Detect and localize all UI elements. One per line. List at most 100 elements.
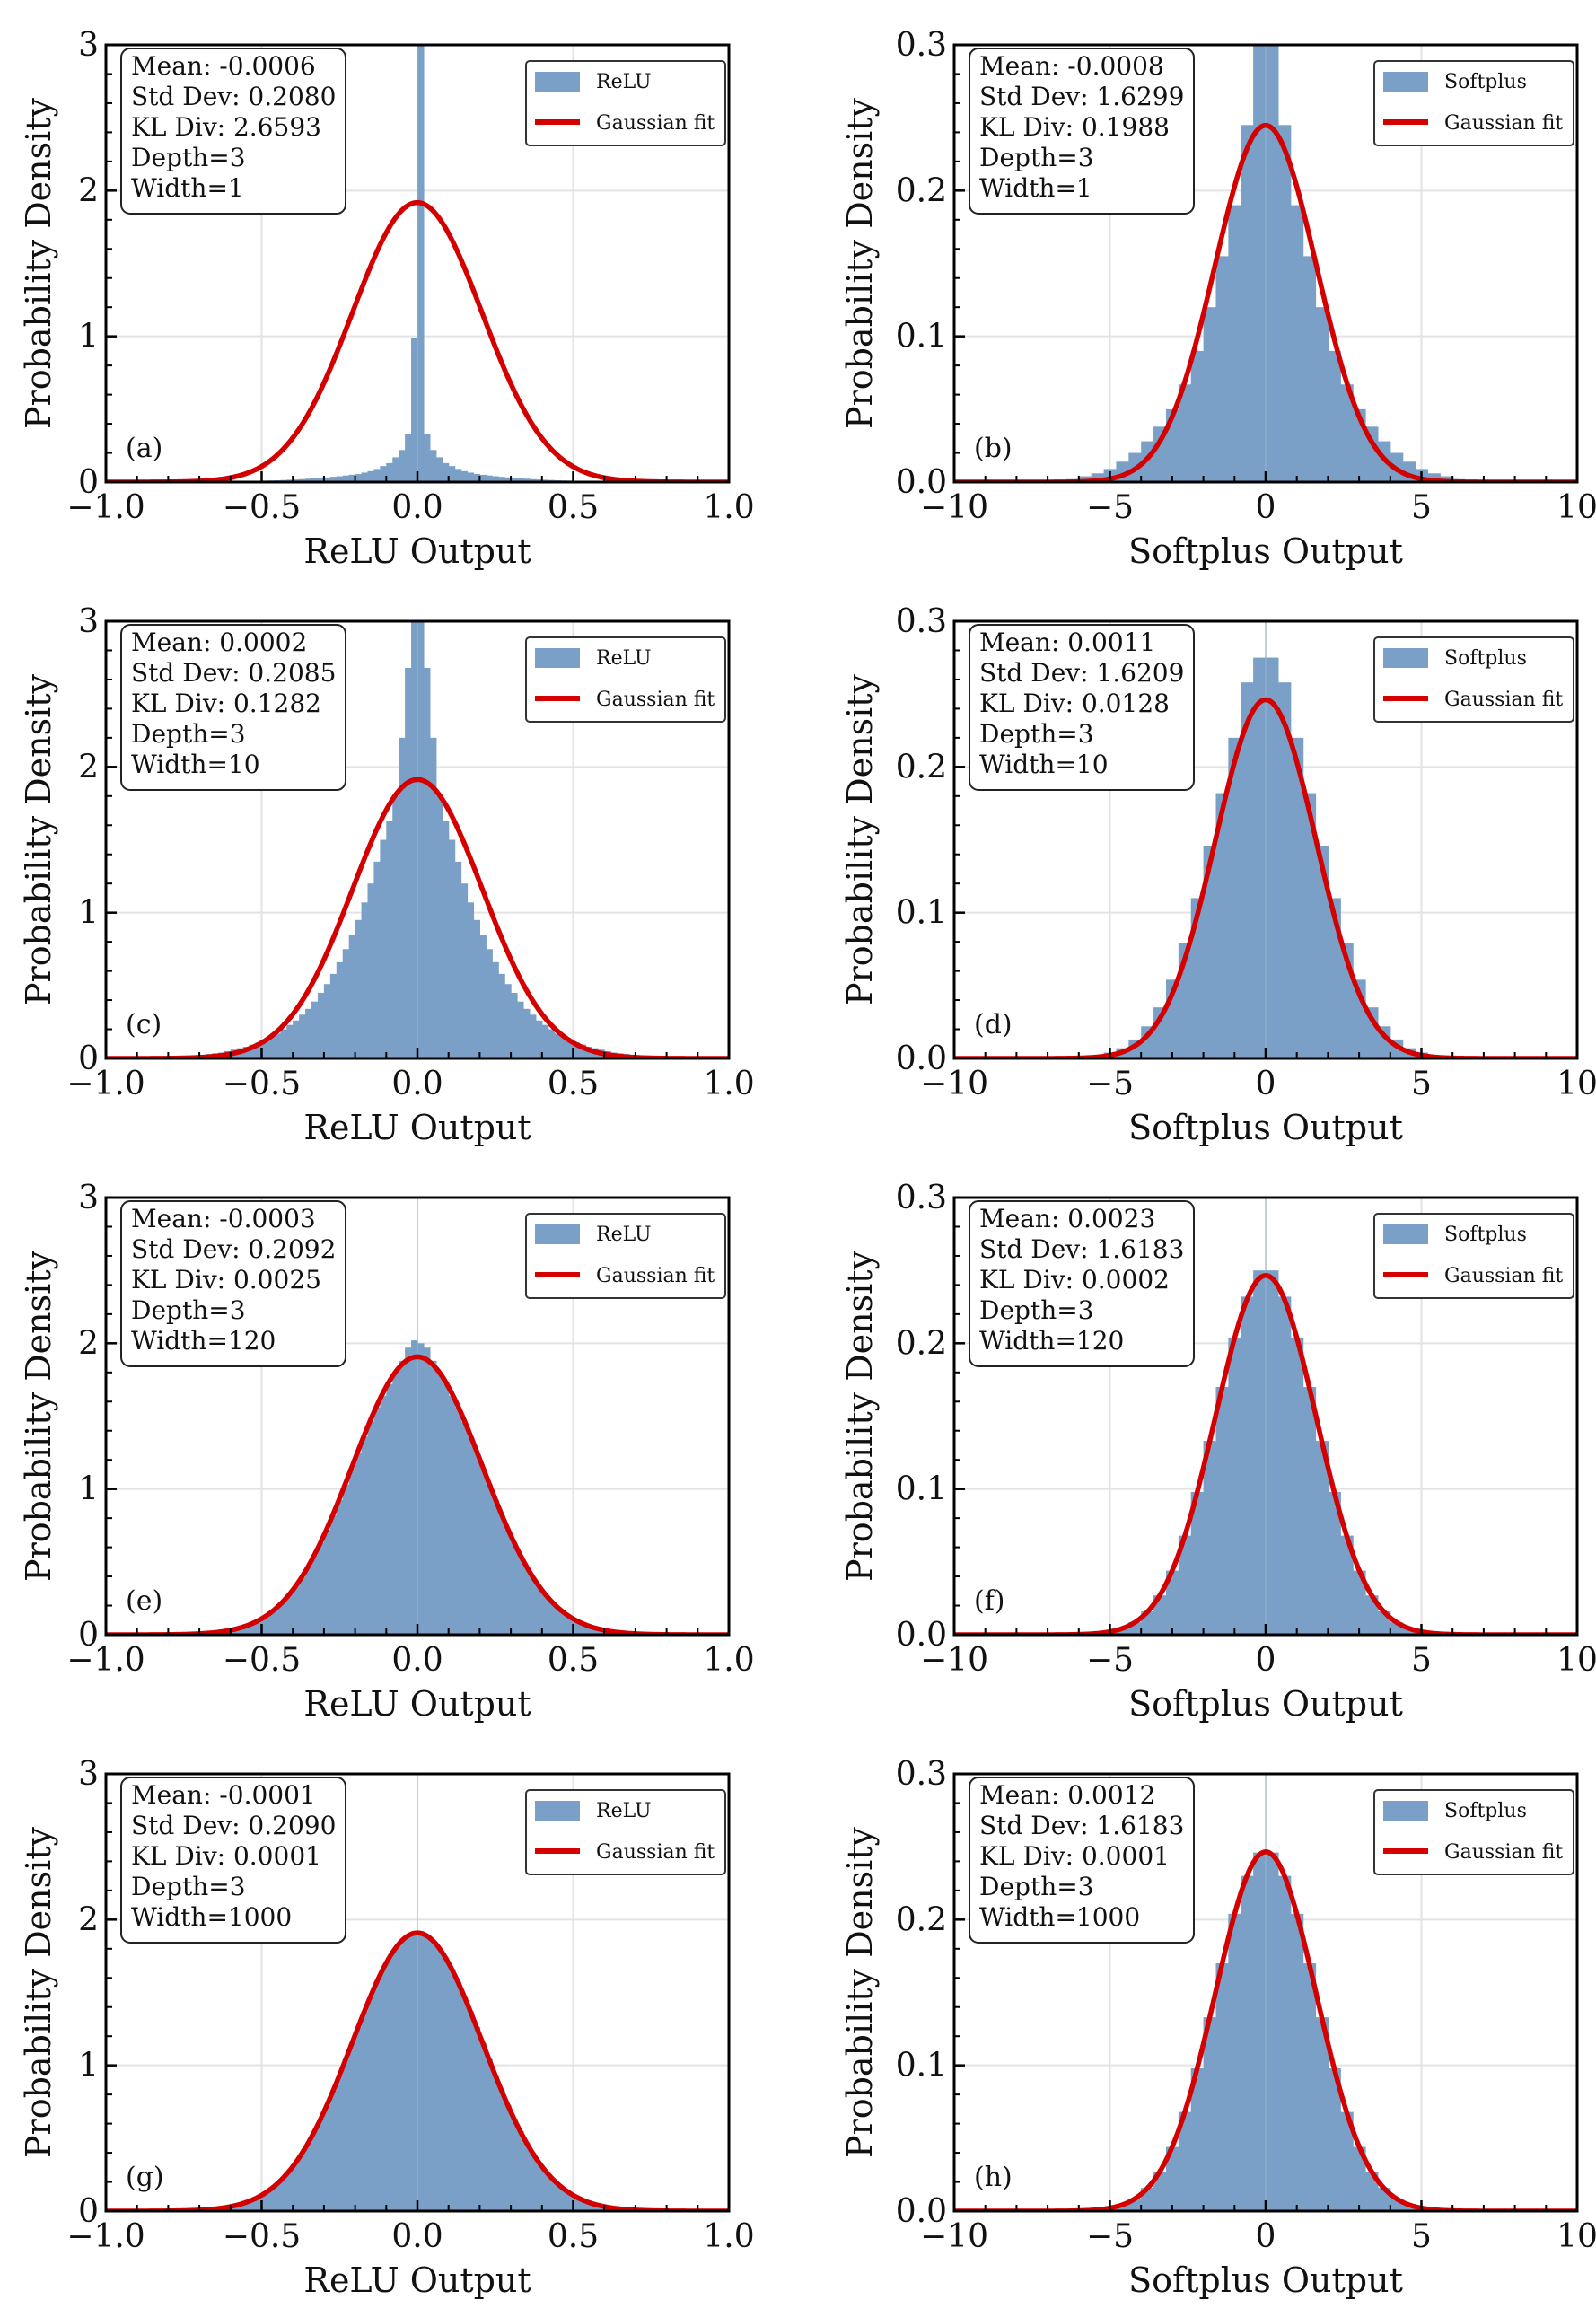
histogram-bar: [1253, 1270, 1267, 1635]
histogram-bar: [1277, 125, 1292, 482]
stats-line: Width=120: [131, 1326, 276, 1356]
histogram-bar: [242, 1047, 250, 1058]
histogram-bar: [1253, 657, 1267, 1058]
histogram-bar: [448, 839, 456, 1058]
x-tick-label: 1.0: [703, 2218, 754, 2255]
y-tick-label: 0.1: [896, 319, 947, 355]
stats-box-frame: [969, 1200, 1195, 1367]
histogram-bar: [517, 478, 524, 482]
histogram-bar: [336, 476, 344, 482]
legend-label: ReLU: [596, 1800, 652, 1822]
histogram-bar: [1277, 1875, 1292, 2211]
x-tick-label: 5: [1411, 1066, 1432, 1102]
histogram-bar: [529, 478, 537, 482]
x-axis-label: Softplus Output: [1128, 1684, 1403, 1724]
histogram-bar: [435, 1947, 443, 2211]
histogram-bar: [429, 1360, 437, 1635]
histogram-bar: [392, 795, 399, 1058]
histogram-bar: [1178, 2111, 1192, 2211]
x-tick-label: 0: [1256, 2218, 1276, 2255]
histogram-bar: [1340, 384, 1354, 482]
histogram-bar: [560, 2189, 568, 2211]
histogram-bar: [299, 1014, 306, 1058]
histogram-bar: [504, 984, 512, 1058]
legend-label: Gaussian fit: [596, 1265, 715, 1287]
histogram-bar: [293, 1020, 300, 1058]
histogram-bar: [1266, 1270, 1279, 1635]
histogram-bar: [454, 469, 462, 482]
histogram-bar: [392, 457, 399, 482]
histogram-bar: [411, 338, 418, 482]
histogram-bar: [1241, 682, 1254, 1058]
legend-histogram-swatch: [1383, 1801, 1428, 1821]
x-tick-label: −10: [920, 1066, 988, 1102]
gaussian-fit-line: [106, 199, 729, 482]
histogram-bar: [435, 457, 443, 482]
y-tick-label: 1: [78, 895, 99, 932]
histogram-bar: [460, 1996, 469, 2211]
y-tick-label: 0.0: [896, 1040, 947, 1077]
histogram-bar: [380, 1969, 387, 2211]
histogram-bar: [293, 1586, 300, 1635]
histogram-bar: [429, 450, 437, 482]
histogram-bar: [548, 1029, 556, 1058]
histogram-bar: [429, 737, 437, 1058]
histogram-bar: [323, 2104, 331, 2211]
histogram-bar: [230, 2206, 238, 2211]
histogram-bar: [1203, 1441, 1217, 1635]
histogram-bar: [473, 919, 480, 1058]
panel-tag: (f): [974, 1585, 1005, 1617]
histogram-bar: [242, 1626, 250, 1635]
legend-histogram-swatch: [535, 648, 580, 668]
histogram-bar: [329, 477, 338, 482]
histogram-bar: [405, 667, 412, 1058]
histogram-bar: [522, 478, 531, 482]
stats-line: KL Div: 0.0128: [979, 689, 1170, 718]
histogram-bar: [598, 2206, 605, 2211]
axes-frame: [104, 619, 731, 1060]
histogram-bar: [522, 1567, 531, 1635]
histogram-bar: [1116, 2205, 1129, 2211]
x-axis-label: ReLU Output: [303, 1108, 531, 1147]
legend-label: Gaussian fit: [596, 1841, 715, 1864]
x-tick-label: 0.0: [391, 1066, 443, 1102]
histogram-bar: [585, 1626, 592, 1635]
stats-line: Mean: 0.0002: [131, 628, 307, 657]
histogram-bar: [486, 1484, 493, 1635]
histogram-bar: [299, 2153, 306, 2211]
histogram-bar: [535, 1020, 543, 1058]
histogram-bar: [1266, 1852, 1279, 2211]
histogram-bar: [399, 1360, 406, 1635]
histogram-bar: [442, 1957, 450, 2211]
x-tick-label: −10: [920, 2218, 988, 2255]
stats-line: Width=1000: [131, 1902, 292, 1932]
histogram-bar: [249, 1623, 257, 1635]
histogram-bar: [585, 1047, 592, 1058]
histogram-bar: [554, 2183, 562, 2211]
x-axis-label: ReLU Output: [303, 2260, 531, 2300]
gaussian-fit-line: [106, 1930, 729, 2211]
stats-line: Mean: -0.0003: [131, 1204, 316, 1233]
histogram-bar: [367, 1996, 375, 2211]
legend: ReLU Gaussian fit: [525, 1213, 726, 1299]
histogram-bar: [566, 1039, 574, 1058]
histogram-bar: [1365, 1595, 1379, 1635]
x-tick-label: −0.5: [223, 1642, 301, 1679]
histogram-bar: [311, 478, 319, 482]
histogram-bar: [1290, 1913, 1304, 2211]
stats-line: Std Dev: 1.6209: [979, 658, 1184, 688]
histogram-bar: [1427, 473, 1441, 482]
x-tick-label: 5: [1411, 2218, 1432, 2255]
stats-box-frame: [120, 1200, 346, 1367]
stats-line: Depth=3: [979, 143, 1094, 172]
stats-line: KL Div: 0.0001: [131, 1841, 321, 1871]
histogram-bar: [1266, 45, 1279, 482]
histogram-bar: [1153, 2172, 1167, 2211]
histogram-bar: [529, 1014, 537, 1058]
histogram-bar: [448, 466, 456, 482]
stats-line: KL Div: 0.0001: [979, 1841, 1170, 1871]
histogram-bar: [1215, 1387, 1229, 1635]
